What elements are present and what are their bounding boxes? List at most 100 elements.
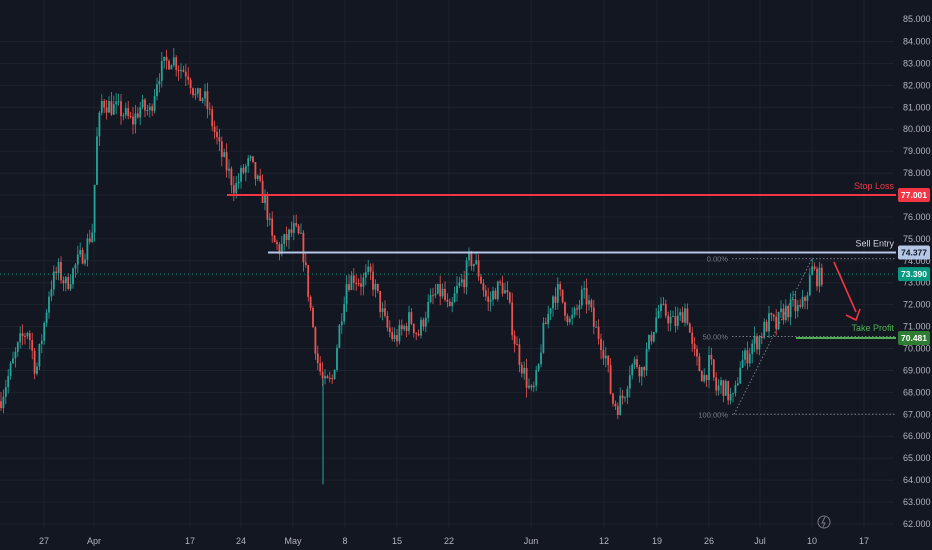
candle-body: [396, 335, 398, 342]
candle-body: [196, 88, 199, 94]
fib-trend-line: [733, 258, 813, 415]
candle-body: [52, 271, 55, 290]
candle-body: [590, 300, 593, 308]
candle-body: [0, 401, 2, 409]
fib-level-label: 0.00%: [707, 255, 729, 264]
candle-body: [340, 321, 343, 326]
candle-body: [232, 185, 235, 194]
candle-body: [585, 288, 588, 305]
candle-body: [415, 332, 418, 334]
candle-body: [367, 266, 370, 273]
x-tick-label: 24: [236, 536, 246, 546]
x-tick-label: Jun: [524, 536, 539, 546]
candle-body: [753, 335, 756, 344]
candle-body: [297, 225, 300, 234]
x-tick-label: 10: [807, 536, 817, 546]
candle-body: [736, 383, 739, 386]
candle-body: [408, 312, 410, 331]
fibonacci-retracement: 0.00% 50.00% 100.00%: [698, 255, 896, 419]
candle-body: [813, 266, 816, 269]
candle-body: [81, 249, 84, 264]
candle-body: [328, 377, 331, 379]
candle-body: [643, 367, 646, 371]
candle-body: [314, 327, 317, 354]
candle-body: [540, 352, 542, 365]
candle-body: [720, 380, 722, 386]
candle-body: [499, 281, 502, 284]
candle-body: [564, 302, 566, 316]
y-tick-label: 68.000: [903, 387, 931, 397]
candle-body: [319, 363, 322, 372]
candle-body: [276, 241, 278, 245]
candle-body: [787, 305, 790, 318]
candle-body: [86, 238, 89, 260]
candle-body: [256, 175, 259, 179]
lightning-icon[interactable]: [817, 515, 831, 529]
candle-body: [811, 266, 814, 276]
candle-body: [4, 387, 7, 397]
candle-body: [357, 282, 360, 284]
candle-body: [192, 88, 194, 96]
candle-body: [199, 88, 202, 102]
candle-body: [532, 385, 535, 388]
candle-body: [758, 336, 761, 350]
candle-body: [604, 355, 607, 359]
candle-body: [724, 381, 727, 396]
candle-body: [616, 406, 619, 416]
candle-body: [204, 91, 206, 99]
candle-body: [302, 232, 305, 263]
y-tick-label: 76.000: [903, 212, 931, 222]
candle-body: [388, 327, 391, 333]
candle-body: [544, 322, 547, 325]
candle-body: [300, 232, 302, 234]
candle-body: [717, 385, 720, 391]
candle-body: [482, 283, 485, 291]
candle-body: [360, 283, 362, 287]
grid: [0, 0, 894, 528]
stop-loss-price-tag-bg: [898, 187, 930, 202]
candle-body: [715, 377, 718, 391]
y-tick-label: 62.000: [903, 519, 931, 529]
candle-body: [391, 332, 394, 340]
x-tick-label: 26: [704, 536, 714, 546]
candle-body: [201, 98, 204, 102]
candle-body: [799, 305, 802, 307]
candle-body: [350, 275, 353, 290]
candle-body: [496, 281, 499, 300]
y-tick-label: 67.000: [903, 409, 931, 419]
candle-body: [268, 218, 271, 220]
candle-body: [48, 296, 50, 313]
candle-body: [177, 69, 180, 71]
current-price-tag-bg: [898, 267, 930, 282]
candle-body: [729, 393, 732, 401]
candle-body: [153, 96, 156, 111]
stop-loss-label: Stop Loss: [854, 181, 895, 191]
candle-body: [549, 308, 552, 314]
candle-body: [254, 162, 257, 179]
y-tick-label: 81.000: [903, 102, 931, 112]
candle-body: [384, 308, 386, 316]
candle-body: [796, 305, 799, 312]
candle-body: [652, 332, 655, 342]
candle-body: [595, 326, 598, 328]
candle-body: [542, 322, 545, 353]
time-axis[interactable]: 27 Apr 17 24 May 8 15 22 Jun 12 19 26 Jul 10 17: [39, 536, 869, 546]
candle-body: [19, 333, 22, 343]
candle-body: [523, 367, 526, 374]
take-profit-price-tag: 70.481: [901, 333, 927, 343]
candle-body: [132, 116, 134, 125]
candle-body: [381, 308, 384, 312]
y-tick-label: 85.000: [903, 14, 931, 24]
candle-body: [537, 364, 540, 371]
y-tick-label: 63.000: [903, 497, 931, 507]
take-profit-price-tag-bg: [898, 330, 930, 345]
candle-body: [242, 167, 245, 173]
candle-body: [808, 275, 811, 296]
candle-body: [600, 339, 602, 351]
candle-body: [626, 388, 629, 398]
price-axis[interactable]: 85.000 84.000 83.000 82.000 81.000 80.000 79.0…: [898, 14, 931, 529]
candle-body: [628, 375, 631, 389]
candle-body: [352, 275, 355, 283]
